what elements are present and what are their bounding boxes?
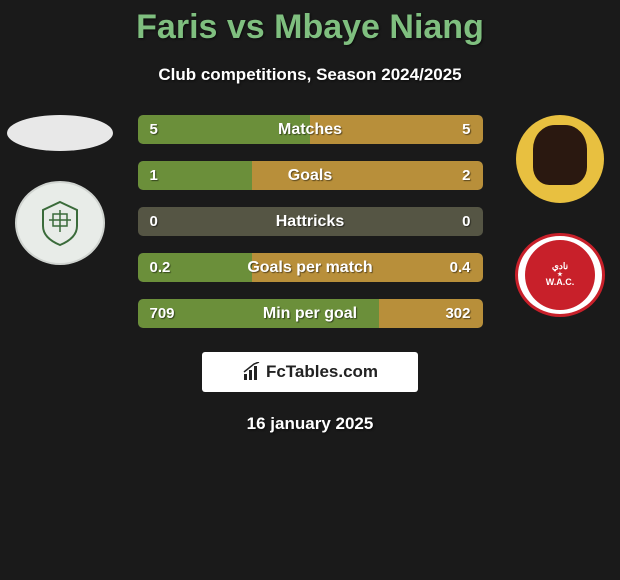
- main-area: نادي ★ W.A.C. 5Matches5 1Goals2 0Hattricks…: [0, 115, 620, 434]
- stat-row: 5Matches5: [138, 115, 483, 144]
- stat-value-left: 709: [138, 305, 198, 322]
- stat-label: Goals: [198, 167, 423, 185]
- brand-box[interactable]: FcTables.com: [202, 352, 418, 392]
- chart-icon: [242, 362, 262, 382]
- date-line: 16 january 2025: [0, 414, 620, 434]
- stat-value-left: 1: [138, 167, 198, 184]
- left-club-badge: [15, 181, 105, 265]
- badge-text-top: نادي: [552, 262, 568, 272]
- stat-value-left: 0.2: [138, 259, 198, 276]
- right-club-badge: نادي ★ W.A.C.: [515, 233, 605, 317]
- stat-row: 1Goals2: [138, 161, 483, 190]
- stat-value-right: 0.4: [423, 259, 483, 276]
- left-column: [0, 115, 120, 265]
- stat-value-right: 302: [423, 305, 483, 322]
- right-column: نادي ★ W.A.C.: [500, 115, 620, 317]
- stat-label: Matches: [198, 121, 423, 139]
- page-title: Faris vs Mbaye Niang: [0, 8, 620, 47]
- stat-label: Hattricks: [198, 213, 423, 231]
- stat-label: Min per goal: [198, 305, 423, 323]
- left-player-photo: [7, 115, 113, 151]
- crest-icon: [35, 198, 85, 248]
- brand-text: FcTables.com: [266, 362, 378, 382]
- right-player-photo: [516, 115, 604, 203]
- badge-text-bottom: W.A.C.: [546, 278, 575, 288]
- stat-value-left: 5: [138, 121, 198, 138]
- stat-row: 0.2Goals per match0.4: [138, 253, 483, 282]
- subtitle: Club competitions, Season 2024/2025: [0, 65, 620, 85]
- stat-row: 709Min per goal302: [138, 299, 483, 328]
- badge-inner: نادي ★ W.A.C.: [525, 240, 595, 310]
- stat-value-right: 0: [423, 213, 483, 230]
- stat-value-left: 0: [138, 213, 198, 230]
- stat-value-right: 5: [423, 121, 483, 138]
- stats-list: 5Matches5 1Goals2 0Hattricks0 0.2Goals per …: [138, 115, 483, 328]
- stat-value-right: 2: [423, 167, 483, 184]
- comparison-card: Faris vs Mbaye Niang Club competitions, …: [0, 0, 620, 580]
- stat-label: Goals per match: [198, 259, 423, 277]
- stat-row: 0Hattricks0: [138, 207, 483, 236]
